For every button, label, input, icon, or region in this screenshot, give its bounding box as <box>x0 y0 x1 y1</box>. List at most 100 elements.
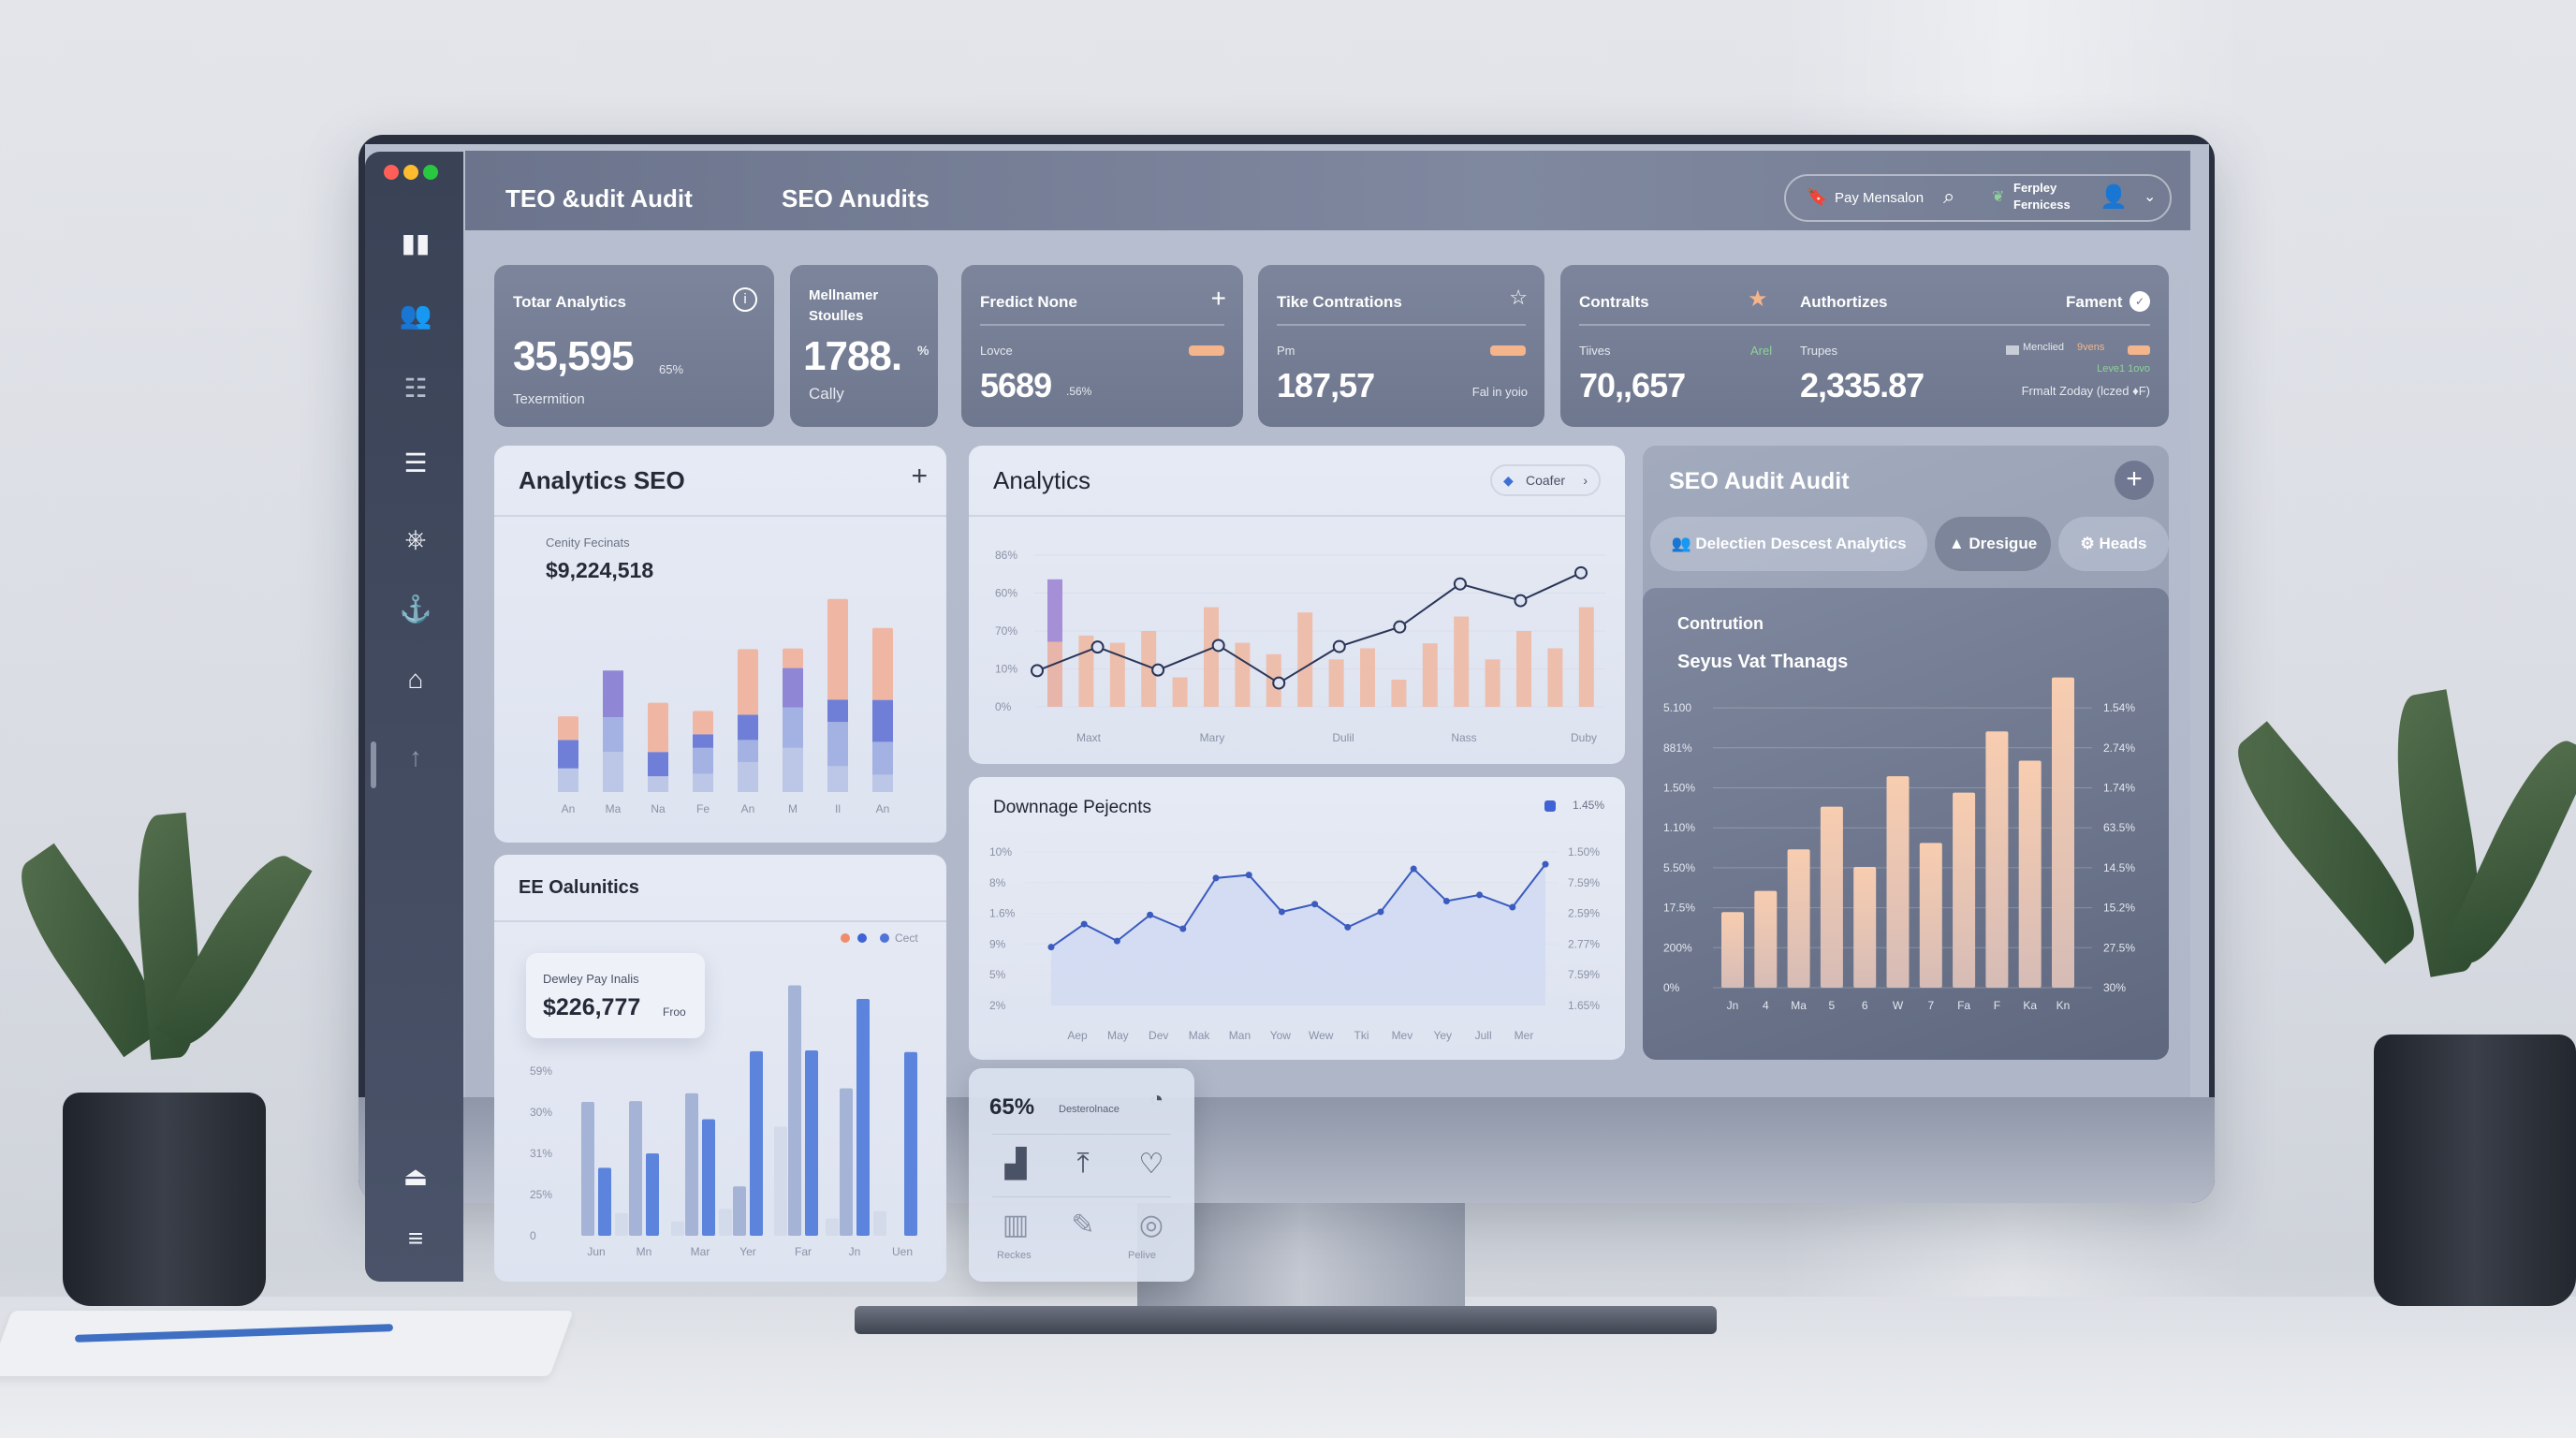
sidebar-item-columns[interactable]: ▮▮ <box>393 227 438 259</box>
star-outline-icon[interactable]: ☆ <box>1509 286 1528 309</box>
sidebar-item-wheel[interactable]: ⎈ <box>393 523 438 555</box>
bar-segment <box>603 670 623 718</box>
x-tick-label: Dulil <box>1332 731 1354 744</box>
x-tick-label: Yey <box>1433 1029 1452 1042</box>
bar <box>1360 648 1375 707</box>
bar-segment <box>693 773 713 792</box>
line-series <box>1036 571 1582 684</box>
line-point <box>1442 897 1450 904</box>
kpi-card-fredict[interactable]: Fredict None + Lovce 5689 .56% <box>961 265 1243 427</box>
user-menu[interactable]: 🔖 Pay Mensalon ⌕ ❦ Ferpley Fernicess 👤 ⌄ <box>1784 174 2172 222</box>
upload-icon[interactable]: ⤒ <box>1076 1148 1090 1179</box>
y-tick-label: 70% <box>995 624 1017 638</box>
header-bar <box>465 151 2190 230</box>
kpi-card-stoulles[interactable]: Mellnamer Stoulles 1788. % Cally <box>790 265 938 427</box>
y-tick-label-left: 2% <box>989 999 1006 1012</box>
plus-icon[interactable]: + <box>1210 284 1226 313</box>
sidebar-resize-handle[interactable] <box>371 741 376 788</box>
bar-segment <box>648 752 668 777</box>
sidebar-item-home[interactable]: ⌂ <box>393 664 438 696</box>
stats-icon[interactable]: ▥ <box>1002 1210 1030 1240</box>
plant-pot-left <box>63 1093 266 1306</box>
badge-icon[interactable]: ✓ <box>2130 291 2150 312</box>
kpi-sub: Cally <box>809 385 844 403</box>
bar <box>2018 760 2042 988</box>
analytics-seo-panel: Analytics SEO + Cenity Fecinats $9,224,5… <box>494 446 946 843</box>
info-icon[interactable]: i <box>733 287 757 312</box>
bar <box>750 1050 763 1236</box>
sidebar-item-grid[interactable]: ☷ <box>393 373 438 404</box>
kpi-card-contralts[interactable]: Contralts ★ Authortizes Fament ✓ Tiives … <box>1560 265 2169 427</box>
user-icon[interactable]: 👤 <box>2100 184 2128 210</box>
sidebar-item-list[interactable]: ☰ <box>393 448 438 479</box>
users-icon: 👥 <box>1671 535 1696 552</box>
bar-line-chart: 86% 60% 70% 10% 0% Maxt Mary Dulil Nass Duby <box>995 549 1605 744</box>
x-tick-label: Dev <box>1149 1029 1168 1042</box>
heart-icon[interactable]: ♡ <box>1138 1149 1164 1180</box>
maximize-window-button[interactable] <box>423 165 438 180</box>
bar-segment <box>603 752 623 792</box>
x-tick-label: Jun <box>587 1245 605 1258</box>
y-tick-label: 30% <box>530 1106 552 1119</box>
sidebar-item-hanger[interactable]: ⏏ <box>393 1161 438 1193</box>
line-point <box>1080 920 1088 928</box>
kpi-unit: .56% <box>1066 385 1092 398</box>
add-button[interactable]: + <box>2115 461 2154 500</box>
kpi-card-total-analytics[interactable]: Totar Analytics i 35,595 65% Texermition <box>494 265 774 427</box>
star-icon[interactable]: ★ <box>1748 286 1768 312</box>
y-tick-label-right: 7.59% <box>1568 968 1600 981</box>
bar <box>1547 648 1563 707</box>
bar <box>1853 867 1877 988</box>
bar <box>856 999 870 1236</box>
y-tick-label-right: 7.59% <box>1568 876 1600 889</box>
x-tick-label: Mn <box>637 1245 652 1258</box>
ferris-wheel-icon: ⎈ <box>404 524 427 553</box>
y-tick-label-right: 2.74% <box>2103 741 2135 755</box>
close-window-button[interactable] <box>384 165 399 180</box>
gauge-icon[interactable]: ◔ <box>1149 1087 1164 1112</box>
plus-icon[interactable]: + <box>911 461 928 492</box>
sidebar-item-menu[interactable]: ≡ <box>393 1223 438 1255</box>
chevron-down-icon[interactable]: ⌄ <box>2144 189 2157 205</box>
pulse-icon[interactable]: ◎ <box>1138 1210 1164 1240</box>
line-point <box>1245 872 1252 879</box>
summary-unit: Froo <box>663 1005 686 1019</box>
section-label: Contrution <box>1677 614 1764 633</box>
leaf-icon: ❦ <box>1992 189 2005 205</box>
sidebar-item-users[interactable]: 👥 <box>393 300 438 331</box>
sidebar-item-anchor[interactable]: ⚓ <box>393 594 438 625</box>
search-icon[interactable]: ⌕ <box>1943 184 1955 208</box>
kpi-sub: Fal in yoio <box>1471 385 1528 399</box>
chip-dresigue[interactable]: ▲ Dresigue <box>1935 517 2051 571</box>
y-tick-label-left: 200% <box>1663 941 1692 954</box>
legend-label-2: 9vens <box>2077 342 2105 353</box>
line-point <box>1090 640 1105 654</box>
y-tick-label-left: 1.6% <box>989 907 1016 920</box>
edit-icon[interactable]: ✎ <box>1071 1210 1095 1240</box>
kpi-value: 35,595 <box>513 333 635 379</box>
hanger-icon: ⏏ <box>402 1162 429 1191</box>
chip-heads[interactable]: ⚙ Heads <box>2058 517 2169 571</box>
bar <box>1485 659 1500 707</box>
bar <box>1721 912 1744 988</box>
bar <box>702 1119 715 1236</box>
bar-chart-icon[interactable]: ▟ <box>1004 1149 1027 1180</box>
kpi-sub: Texermition <box>513 391 585 407</box>
stat-label: Desterolnace <box>1059 1104 1120 1115</box>
line-point <box>1179 925 1187 932</box>
kpi-value: 5689 <box>980 366 1052 404</box>
tab-seo-audits[interactable]: SEO Anudits <box>782 184 929 213</box>
coafer-button[interactable]: ◆ Coafer › <box>1490 464 1601 496</box>
sidebar-item-up[interactable]: ↑ <box>393 741 438 773</box>
x-tick-label: Mev <box>1392 1029 1413 1042</box>
minimize-window-button[interactable] <box>403 165 418 180</box>
users-icon: 👥 <box>399 301 432 330</box>
stacked-bar-chart: An Ma Na Fe An M Il An <box>558 598 893 815</box>
menu-icon: ≡ <box>407 1224 424 1253</box>
bar-chart: 5.100 1.54% 881% 2.74% 1.50% 1.74% 1.10% 63.5% 5… <box>1663 677 2135 1012</box>
anchor-icon: ⚓ <box>399 594 432 624</box>
kpi-card-contrations[interactable]: Tike Contrations ☆ Pm 187,57 Fal in yoio <box>1258 265 1544 427</box>
chip-analytics[interactable]: 👥 Delectien Descest Analytics <box>1650 517 1927 571</box>
divider <box>1579 324 2150 326</box>
panel-title: EE Oalunitics <box>519 877 639 898</box>
